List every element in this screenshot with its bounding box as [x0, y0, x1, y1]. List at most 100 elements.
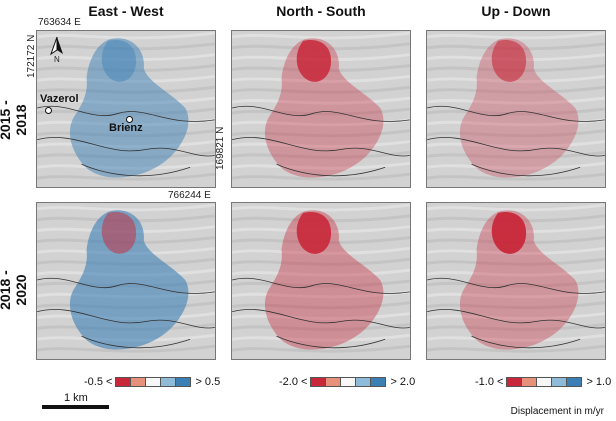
hillshade-ridge — [232, 96, 410, 105]
displacement-head-area — [101, 40, 137, 82]
legend-swatch — [160, 377, 177, 387]
road-line — [232, 105, 410, 122]
legend-max-label: > 0.5 — [195, 376, 221, 388]
column-title-east-west: East - West — [88, 3, 164, 19]
legend-swatch — [175, 377, 192, 387]
hillshade-ridge — [232, 246, 410, 255]
legend-swatch — [130, 377, 147, 387]
hillshade-ridge — [232, 107, 410, 116]
legend-min-label: -0.5 < — [84, 376, 113, 388]
legend-swatch — [310, 377, 327, 387]
coord-bottom-easting: 766244 E — [168, 190, 211, 201]
displacement-area — [459, 210, 579, 350]
hillshade-ridge — [37, 172, 215, 181]
hillshade-ridge — [232, 129, 410, 138]
legend-swatch — [325, 377, 342, 387]
displacement-head-area — [296, 212, 332, 254]
road-line — [427, 137, 605, 157]
hillshade-ridge — [232, 268, 410, 277]
legend-up-down: -1.0 < > 1.0 — [475, 375, 611, 389]
hillshade-ridge — [232, 344, 410, 353]
displacement-head-area — [491, 212, 527, 254]
displacement-area — [69, 210, 189, 350]
displacement-map — [232, 203, 410, 359]
hillshade-ridge — [232, 322, 410, 331]
road-line — [276, 335, 386, 349]
hillshade-ridge — [427, 85, 605, 94]
hillshade-ridge — [232, 118, 410, 127]
hillshade-ridge — [232, 42, 410, 51]
road-line — [37, 105, 215, 122]
legend-swatch — [340, 377, 357, 387]
hillshade-ridge — [427, 344, 605, 353]
displacement-head-area — [101, 212, 137, 254]
legend-swatch — [145, 377, 162, 387]
hillshade-ridge — [427, 64, 605, 72]
column-title-up-down: Up - Down — [481, 3, 551, 19]
hillshade-ridge — [427, 42, 605, 51]
units-label: Displacement in m/yr — [510, 406, 604, 417]
legend-east-west: -0.5 < > 0.5 — [84, 375, 220, 389]
road-line — [81, 335, 191, 349]
map-panel-ud-2015-2018 — [426, 30, 606, 188]
hillshade-ridge — [232, 64, 410, 72]
hillshade-ridge — [427, 140, 605, 149]
displacement-area — [264, 210, 384, 350]
legend-north-south: -2.0 < > 2.0 — [279, 375, 415, 389]
hillshade-ridge — [427, 246, 605, 255]
row-label-2018-2020: 2018 - 2020 — [0, 270, 29, 310]
displacement-map — [37, 203, 215, 359]
hillshade-ridge — [427, 74, 605, 83]
north-arrow-label: N — [54, 55, 60, 64]
map-panel-ew-2018-2020 — [36, 202, 216, 360]
road-line — [427, 309, 605, 329]
hillshade-ridge — [427, 301, 605, 310]
hillshade-ridge — [37, 344, 215, 353]
coord-right-northing: 169821 N — [215, 126, 226, 170]
place-marker-brienz — [126, 116, 133, 123]
hillshade-ridge — [232, 214, 410, 223]
hillshade-ridge — [427, 161, 605, 170]
place-label-vazerol: Vazerol — [40, 93, 79, 105]
road-line — [276, 163, 386, 177]
legend-swatch — [521, 377, 538, 387]
hillshade-ridge — [232, 172, 410, 181]
hillshade-ridge — [232, 257, 410, 266]
column-title-north-south: North - South — [276, 3, 366, 19]
hillshade-ridge — [427, 203, 605, 212]
map-panel-ew-2015-2018 — [36, 30, 216, 188]
scale-bar — [42, 405, 109, 409]
map-panel-ns-2015-2018 — [231, 30, 411, 188]
displacement-head-area — [491, 40, 527, 82]
hillshade-ridge — [427, 107, 605, 116]
hillshade-ridge — [232, 203, 410, 212]
hillshade-ridge — [232, 161, 410, 170]
road-line — [427, 277, 605, 294]
displacement-map — [232, 31, 410, 187]
hillshade-ridge — [232, 85, 410, 94]
hillshade-ridge — [37, 203, 215, 212]
map-panel-ns-2018-2020 — [231, 202, 411, 360]
hillshade-ridge — [232, 31, 410, 40]
legend-swatch — [370, 377, 387, 387]
legend-max-label: > 2.0 — [390, 376, 416, 388]
hillshade-ridge — [427, 333, 605, 342]
hillshade-ridge — [427, 290, 605, 299]
road-line — [427, 105, 605, 122]
road-line — [232, 277, 410, 294]
hillshade-ridge — [427, 257, 605, 266]
legend-swatch — [506, 377, 523, 387]
road-line — [37, 277, 215, 294]
hillshade-ridge — [427, 150, 605, 159]
hillshade-ridge — [427, 96, 605, 105]
road-line — [232, 309, 410, 329]
road-line — [37, 309, 215, 329]
place-label-brienz: Brienz — [109, 122, 143, 134]
hillshade-ridge — [427, 31, 605, 40]
hillshade-ridge — [427, 279, 605, 288]
hillshade-ridge — [427, 268, 605, 277]
displacement-area — [69, 38, 189, 178]
displacement-area — [264, 38, 384, 178]
legend-swatch — [115, 377, 132, 387]
legend-min-label: -1.0 < — [475, 376, 504, 388]
